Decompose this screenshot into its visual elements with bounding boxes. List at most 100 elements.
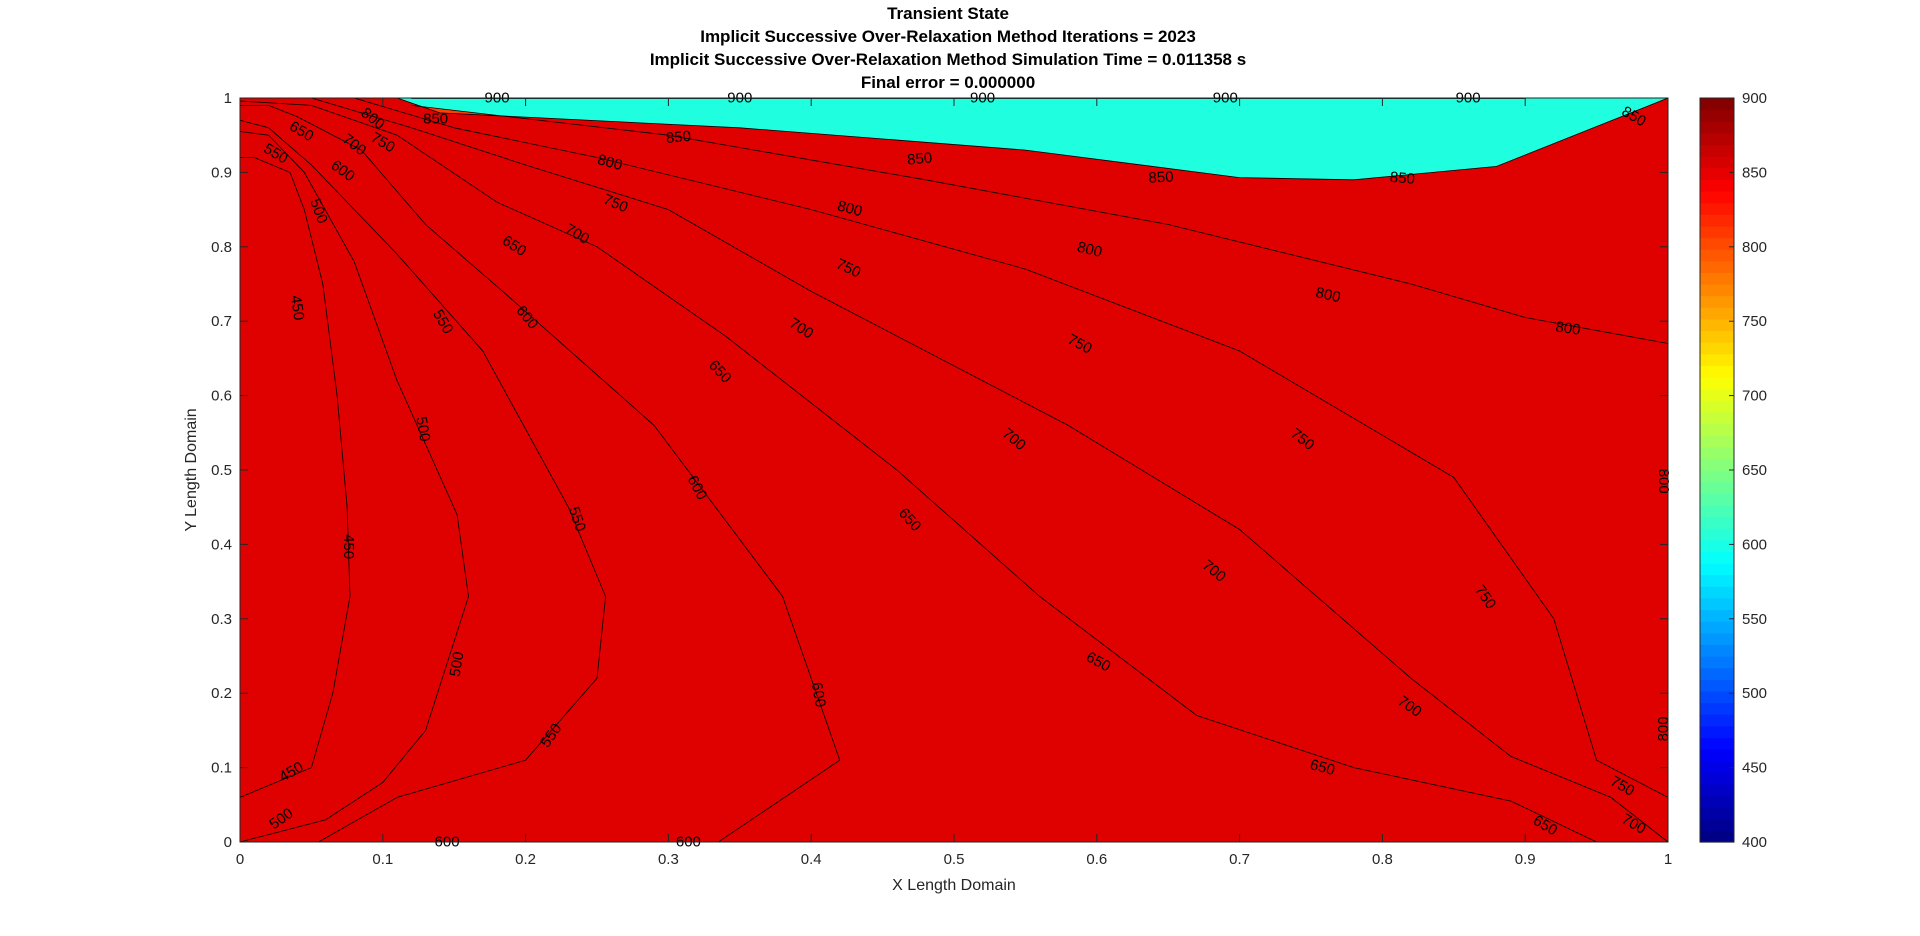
colorbar-segment <box>1700 470 1734 483</box>
contour-label: 450 <box>340 534 357 559</box>
colorbar-segment <box>1700 504 1734 518</box>
colorbar-segment <box>1700 772 1734 785</box>
x-axis-label: X Length Domain <box>892 877 1016 894</box>
contour-line-800 <box>411 105 1669 344</box>
chart-title-line-3: Implicit Successive Over-Relaxation Meth… <box>649 50 1247 69</box>
colorbar-tick-label: 900 <box>1742 90 1767 107</box>
colorbar-segment <box>1700 330 1734 343</box>
x-tick-label: 0.2 <box>515 851 536 868</box>
colorbar-tick-label: 400 <box>1742 834 1767 851</box>
contour-label: 850 <box>1389 169 1415 188</box>
contour-label: 850 <box>1148 168 1174 186</box>
colorbar-segment <box>1700 818 1734 831</box>
contour-label: 500 <box>412 415 433 443</box>
y-tick-label: 0.7 <box>211 313 232 330</box>
colorbar-segment <box>1700 260 1734 273</box>
colorbar-segment <box>1700 377 1734 390</box>
chart-title-line-2: Implicit Successive Over-Relaxation Meth… <box>700 27 1196 46</box>
contour-label: 850 <box>907 149 933 168</box>
contour-label: 800 <box>1655 716 1672 741</box>
x-tick-label: 0.9 <box>1515 851 1536 868</box>
colorbar-segment <box>1700 353 1734 366</box>
colorbar-segment <box>1700 109 1734 122</box>
contour-label: 800 <box>1075 238 1103 261</box>
colorbar-segment <box>1700 539 1734 552</box>
colorbar-tick-label: 500 <box>1742 685 1767 702</box>
x-axis-ticks: 0 0.1 0.2 0.3 0.4 0.5 0.6 0.7 0.8 0.9 1 <box>236 98 1672 868</box>
colorbar-segment <box>1700 528 1734 541</box>
colorbar-segment <box>1700 597 1734 611</box>
colorbar-segment <box>1700 342 1734 355</box>
x-tick-label: 0.1 <box>372 851 393 868</box>
y-tick-label: 0.5 <box>211 462 232 479</box>
colorbar-tick-label: 550 <box>1742 611 1767 628</box>
colorbar-segment <box>1700 516 1734 529</box>
x-tick-label: 0.8 <box>1372 851 1393 868</box>
colorbar-segment <box>1700 714 1734 727</box>
y-tick-label: 0 <box>224 834 232 851</box>
colorbar-tick-label: 700 <box>1742 388 1767 405</box>
band-850 <box>240 98 1668 842</box>
colorbar-segment <box>1700 690 1734 704</box>
chart-title-line-1: Transient State <box>887 4 1009 23</box>
colorbar-segment <box>1700 760 1734 773</box>
colorbar-segment <box>1700 307 1734 320</box>
contour-line-550 <box>239 119 607 843</box>
contour-line-450 <box>239 157 351 798</box>
colorbar-segment <box>1700 272 1734 285</box>
colorbar-segment <box>1700 737 1734 750</box>
contour-label: 800 <box>1655 469 1672 494</box>
colorbar-segment <box>1700 435 1734 448</box>
y-tick-label: 0.6 <box>211 388 232 405</box>
colorbar-segment <box>1700 574 1734 587</box>
colorbar-segment <box>1700 318 1734 332</box>
colorbar-segment <box>1700 702 1734 715</box>
chart-title-line-4: Final error = 0.000000 <box>860 73 1036 92</box>
colorbar-segment <box>1700 179 1734 192</box>
colorbar-segment <box>1700 225 1734 239</box>
colorbar-tick-label: 800 <box>1742 239 1767 256</box>
y-tick-label: 0.8 <box>211 239 232 256</box>
contour-label: 800 <box>596 151 625 174</box>
colorbar-segment <box>1700 725 1734 738</box>
contour-line-650 <box>239 100 1597 843</box>
contour-label: 600 <box>808 681 829 709</box>
colorbar-segment <box>1700 644 1734 657</box>
y-axis-label: Y Length Domain <box>183 408 200 531</box>
colorbar-segment <box>1700 807 1734 820</box>
x-tick-label: 1 <box>1664 851 1672 868</box>
contour-line-500 <box>239 131 469 843</box>
contour-line-700 <box>311 97 1669 843</box>
colorbar-segment <box>1700 667 1734 680</box>
y-tick-label: 0.2 <box>211 685 232 702</box>
contour-label: 800 <box>835 197 864 220</box>
x-tick-label: 0.4 <box>801 851 822 868</box>
contour-line-850 <box>396 97 1669 181</box>
colorbar-segment <box>1700 98 1734 111</box>
contour-label: 500 <box>447 650 468 678</box>
contour-label: 800 <box>1554 318 1581 338</box>
y-axis-ticks: 0 0.1 0.2 0.3 0.4 0.5 0.6 0.7 0.8 0.9 1 <box>211 90 1668 851</box>
x-tick-label: 0.7 <box>1229 851 1250 868</box>
colorbar-segment <box>1700 295 1734 308</box>
colorbar-segment <box>1700 284 1734 297</box>
contour-line-600 <box>240 105 841 843</box>
colorbar-segment <box>1700 167 1734 180</box>
colorbar-segment <box>1700 191 1734 204</box>
colorbar-segment <box>1700 609 1734 622</box>
colorbar-segment <box>1700 481 1734 494</box>
colorbar-segment <box>1700 144 1734 157</box>
colorbar-segment <box>1700 795 1734 808</box>
colorbar-segment <box>1700 551 1734 564</box>
plot-area <box>240 98 1668 842</box>
x-tick-label: 0.6 <box>1086 851 1107 868</box>
colorbar-segment <box>1700 632 1734 645</box>
x-tick-label: 0 <box>236 851 244 868</box>
colorbar-segment <box>1700 156 1734 169</box>
colorbar-segment <box>1700 237 1734 250</box>
colorbar-segment <box>1700 365 1734 378</box>
colorbar-segment <box>1700 586 1734 599</box>
colorbar-segment <box>1700 656 1734 669</box>
colorbar-segment <box>1700 388 1734 401</box>
